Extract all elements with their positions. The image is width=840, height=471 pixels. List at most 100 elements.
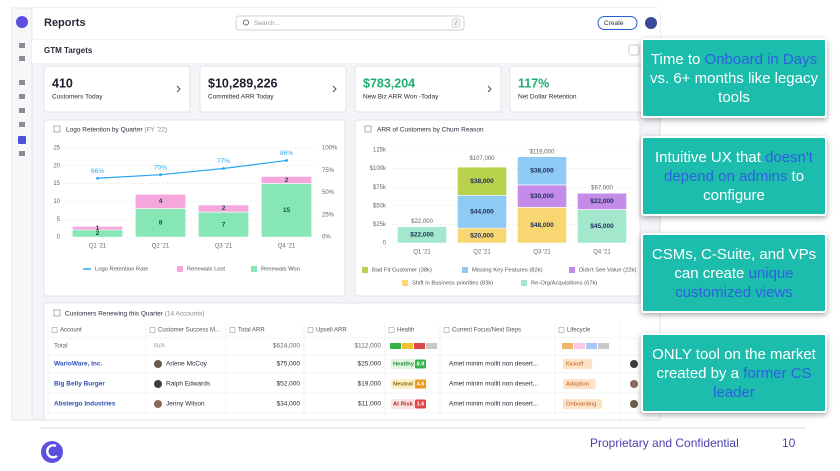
- nav-icon[interactable]: [19, 122, 25, 127]
- kpi-value: 410: [52, 76, 73, 90]
- bar-value-label: 1: [96, 225, 100, 232]
- table-subtitle: (14 Accounts): [165, 310, 205, 317]
- callout-highlight: unique customized views: [675, 264, 794, 301]
- user-avatar[interactable]: [645, 17, 657, 29]
- x-tick-label: Q1 '21: [89, 244, 107, 250]
- callout-phrase: vs. 6+ months like legacy tools: [650, 69, 818, 106]
- x-tick-label: Q4 '21: [278, 244, 296, 250]
- nav-icon[interactable]: [19, 43, 25, 48]
- health-score: 8.9: [417, 361, 425, 367]
- create-label: Create: [604, 20, 624, 27]
- bar-segment: [517, 156, 567, 186]
- nav-icon[interactable]: [19, 108, 25, 113]
- nav-icon[interactable]: [19, 80, 25, 85]
- bar-segment: [198, 204, 250, 213]
- chart-title-text: ARR of Customers by Churn Reason: [377, 126, 484, 133]
- bar-value-label: $44,000: [470, 208, 494, 215]
- csm-name: Jenny Wilson: [166, 401, 205, 408]
- chart-icon: [53, 125, 61, 133]
- total-arr: $52,000: [277, 381, 301, 388]
- account-link[interactable]: WarioWare, Inc.: [54, 361, 102, 368]
- kpi-chevron[interactable]: [487, 85, 492, 93]
- callout-highlight: former CS leader: [713, 364, 812, 401]
- column-header[interactable]: Health: [397, 328, 414, 334]
- bar-value-label: $38,000: [530, 168, 554, 175]
- kpi-chevron[interactable]: [176, 85, 181, 93]
- shortcut-key: [451, 18, 461, 28]
- kpi-value: 117%: [518, 76, 549, 90]
- legend-label[interactable]: Missing Key Features (82k): [472, 268, 543, 274]
- lifecycle-badge: [563, 359, 593, 369]
- callout-text: ONLY tool on the market created by a for…: [649, 345, 819, 402]
- column-header[interactable]: Customer Success M...: [158, 328, 220, 334]
- nav-icon[interactable]: [19, 151, 25, 156]
- y-tick-label: 100%: [322, 146, 338, 152]
- column-header[interactable]: Current Focus/Next Steps: [452, 328, 521, 334]
- bar-value-label: $30,000: [530, 193, 554, 200]
- legend-label[interactable]: Bad Fit Customer (38k): [372, 268, 432, 274]
- line-value-label: 86%: [280, 150, 293, 157]
- column-header[interactable]: Total ARR: [238, 328, 265, 334]
- bar-segment: [72, 226, 124, 231]
- legend-label[interactable]: Didn't See Value (22k): [579, 268, 636, 274]
- account-link[interactable]: Big Belly Burger: [54, 381, 105, 388]
- health-label: Healthy: [393, 362, 415, 368]
- legend-label[interactable]: Logo Retention Rate: [95, 267, 148, 273]
- column-header[interactable]: Lifecycle: [567, 328, 591, 334]
- total-arr: $34,000: [277, 401, 301, 408]
- edit-button[interactable]: [628, 44, 640, 56]
- legend-label[interactable]: Shift in Business priorities (83k): [412, 281, 493, 287]
- x-tick-label: Q1 '21: [413, 250, 431, 256]
- legend-label[interactable]: Renewals Lost: [187, 267, 225, 273]
- column-header[interactable]: Upsell ARR: [316, 328, 347, 334]
- total-arr: $75,000: [277, 361, 301, 368]
- nav-icon[interactable]: [19, 94, 25, 99]
- y-tick-label: $75k: [373, 185, 387, 191]
- y-tick-label: 15: [53, 181, 60, 187]
- bar-value-label: 2: [285, 177, 289, 184]
- upsell-arr: $19,000: [358, 381, 382, 388]
- search-box[interactable]: [235, 15, 465, 31]
- y-tick-label: $50k: [373, 203, 387, 209]
- bar-value-label: $22,000: [590, 198, 614, 205]
- health-score: 4.6: [417, 381, 425, 387]
- legend-label[interactable]: Renewals Won: [261, 267, 300, 273]
- health-score-box: [415, 399, 426, 409]
- legend-label[interactable]: Re-Org/Acquisitions (67k): [531, 281, 597, 287]
- callout-text: Intuitive UX that doesn't depend on admi…: [649, 148, 819, 205]
- account-link[interactable]: Abstergo Industries: [54, 401, 116, 408]
- health-score: 1.6: [417, 401, 425, 407]
- line-value-label: 77%: [217, 158, 230, 165]
- legend-swatch: [402, 280, 408, 286]
- lifecycle-badge: [563, 379, 596, 389]
- kpi-chevron[interactable]: [332, 85, 337, 93]
- create-button[interactable]: [597, 16, 638, 30]
- nav-icon-active[interactable]: [18, 136, 26, 144]
- bar-segment: [457, 166, 507, 196]
- column-icon: [558, 327, 565, 333]
- search-icon: [242, 19, 250, 26]
- extra-avatar: [630, 360, 638, 368]
- total-arr: $624,000: [273, 343, 300, 350]
- nav-icon[interactable]: [19, 56, 25, 61]
- chart-subtitle: (FY '22): [144, 126, 167, 133]
- y-tick-label: $25k: [373, 222, 387, 228]
- y-tick-label: 0: [383, 241, 387, 247]
- shortcut-label: /: [455, 20, 457, 27]
- lifecycle-badge: [563, 399, 602, 409]
- legend-swatch: [521, 280, 527, 286]
- kpi-value: $10,289,226: [208, 76, 278, 90]
- bar-segment: [577, 192, 627, 210]
- table-title-text: Customers Renewing this Quarter: [65, 310, 164, 317]
- legend-swatch: [362, 267, 368, 273]
- lifecycle-label: Kickoff: [566, 362, 584, 368]
- section-title: GTM Targets: [44, 46, 93, 55]
- column-header[interactable]: Account: [60, 328, 82, 334]
- column-icon: [388, 327, 395, 333]
- kpi-value: $783,204: [363, 76, 415, 90]
- table-icon: [53, 309, 61, 317]
- sidebar: [11, 7, 33, 421]
- health-badge: [391, 379, 417, 389]
- app-logo[interactable]: [16, 16, 28, 28]
- kpi-card: [43, 65, 191, 113]
